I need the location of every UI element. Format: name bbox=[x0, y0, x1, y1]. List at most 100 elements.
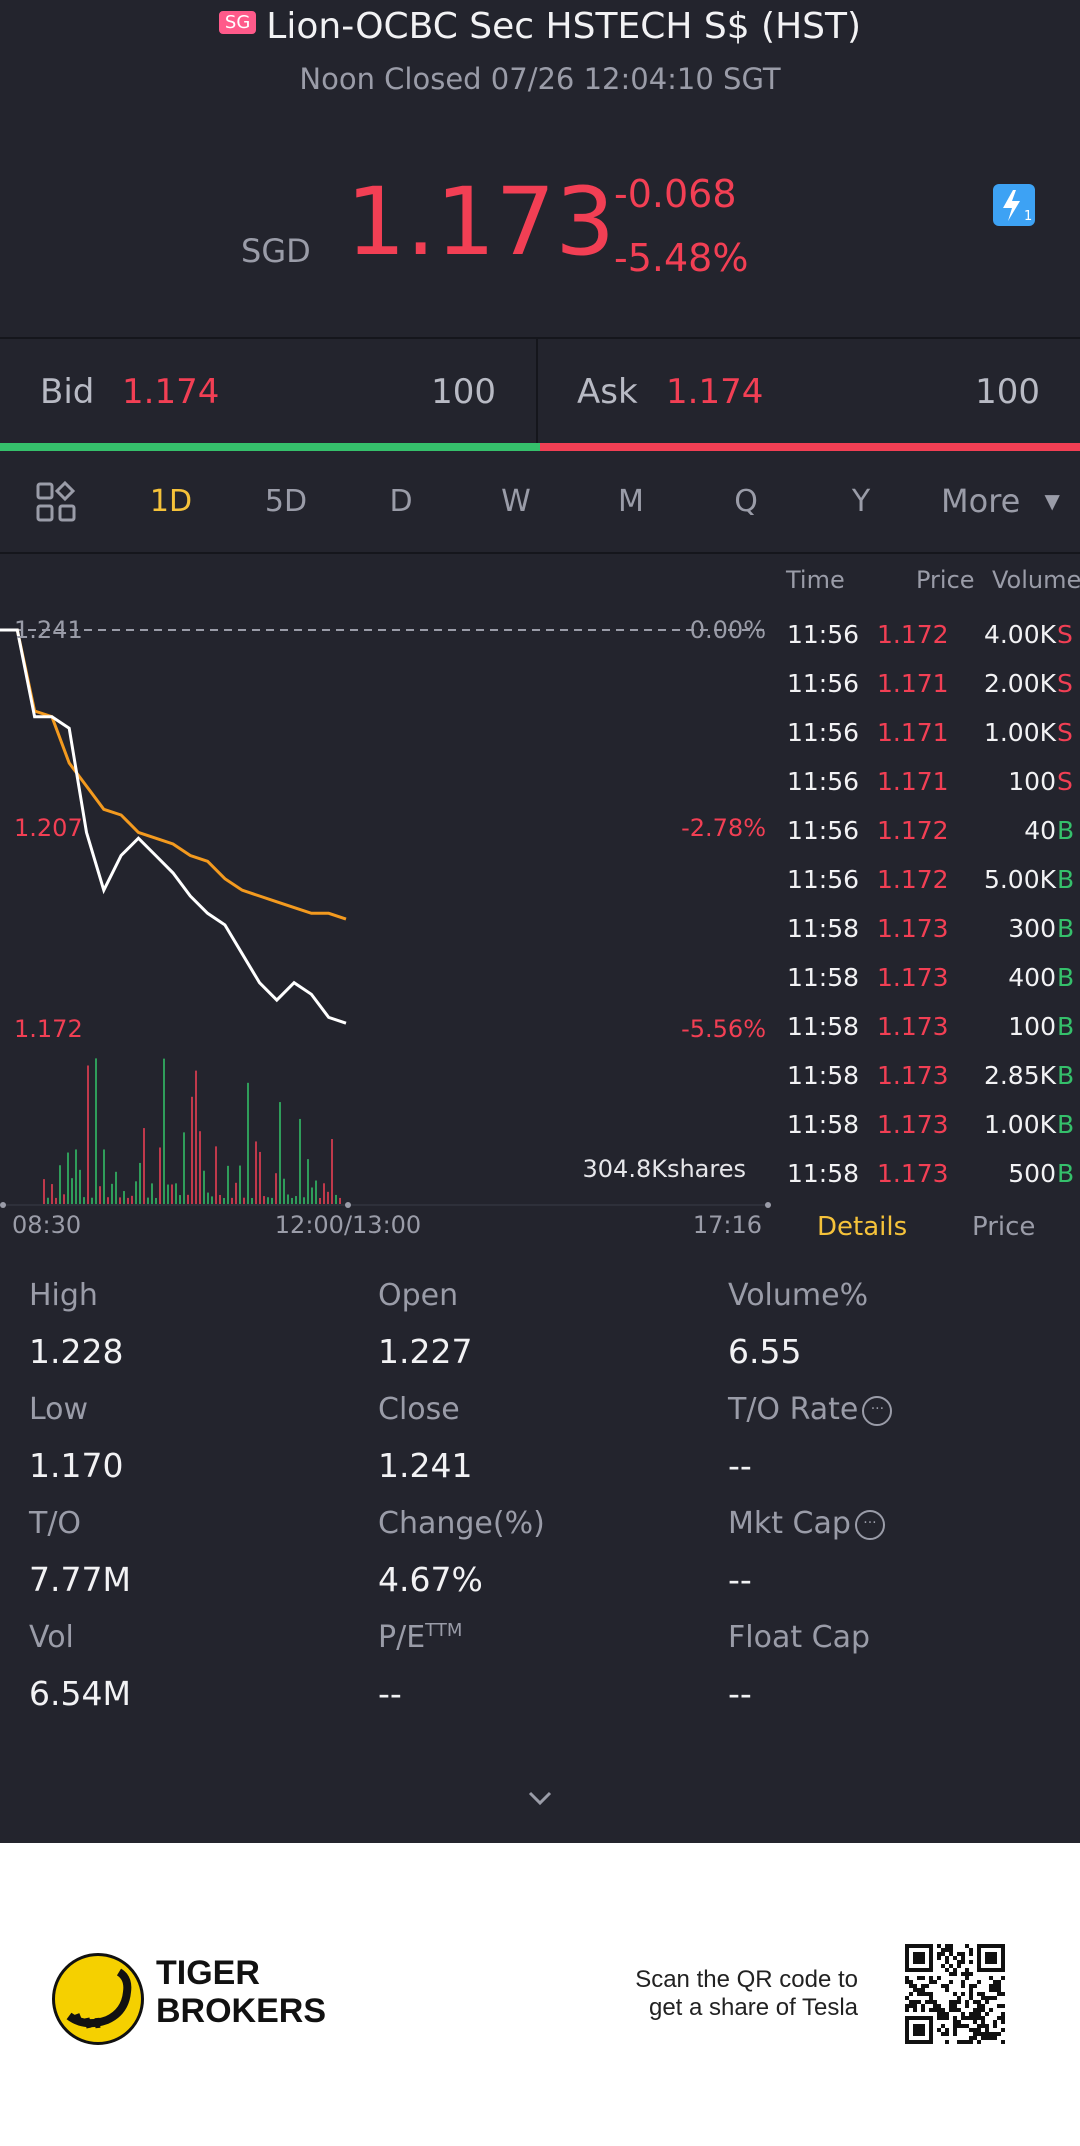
tab-w[interactable]: W bbox=[501, 484, 531, 519]
ts-time: 11:58 bbox=[787, 914, 860, 943]
y-label-low: 1.172 bbox=[14, 1015, 83, 1043]
ts-price: 1.173 bbox=[877, 1061, 949, 1090]
ts-time: 11:56 bbox=[787, 816, 860, 845]
ts-price: 1.173 bbox=[877, 963, 949, 992]
stat-value: -- bbox=[728, 1560, 752, 1599]
tiger-logo bbox=[52, 1953, 144, 2045]
tab-1d[interactable]: 1D bbox=[149, 484, 193, 519]
y-pct-high: 0.00% bbox=[690, 616, 766, 644]
x-label-close: 17:16 bbox=[693, 1211, 762, 1236]
price-change-percent: -5.48% bbox=[614, 236, 749, 280]
stat-value: -- bbox=[728, 1674, 752, 1713]
stat-label-text: Open bbox=[378, 1278, 459, 1313]
pe-superscript: TTM bbox=[425, 1620, 463, 1641]
ts-time: 11:58 bbox=[787, 1159, 860, 1188]
ts-side: B bbox=[1057, 865, 1075, 894]
stat-value: 6.55 bbox=[728, 1332, 802, 1371]
ts-header-time: Time bbox=[786, 566, 845, 594]
x-label-open: 08:30 bbox=[12, 1211, 81, 1236]
divider bbox=[0, 337, 1080, 339]
stat-label-text: P/E bbox=[378, 1620, 426, 1655]
qr-caption: Scan the QR code to get a share of Tesla bbox=[600, 1966, 858, 2022]
ts-time: 11:56 bbox=[787, 669, 860, 698]
stat-label: Close bbox=[378, 1392, 460, 1427]
ts-price: 1.172 bbox=[877, 865, 949, 894]
ts-price: 1.171 bbox=[877, 767, 949, 796]
volume-label: 304.8Kshares bbox=[583, 1155, 746, 1183]
stat-value: 1.241 bbox=[378, 1446, 473, 1485]
ts-time: 11:58 bbox=[787, 963, 860, 992]
info-icon[interactable]: ··· bbox=[862, 1395, 893, 1426]
ts-price: 1.173 bbox=[877, 1159, 949, 1188]
ts-side: B bbox=[1057, 963, 1075, 992]
page-title: SG Lion-OCBC Sec HSTECH S$ (HST) bbox=[0, 6, 1080, 47]
market-badge: SG bbox=[218, 10, 257, 34]
ts-volume: 1.00K bbox=[983, 1110, 1056, 1139]
stat-label-text: Volume% bbox=[728, 1278, 869, 1313]
tab-details[interactable]: Details bbox=[817, 1212, 908, 1242]
tab-m[interactable]: M bbox=[618, 484, 644, 519]
ts-price: 1.173 bbox=[877, 1012, 949, 1041]
stat-value: 4.67% bbox=[378, 1560, 483, 1599]
ts-side: B bbox=[1057, 1159, 1075, 1188]
ts-volume: 300 bbox=[1008, 914, 1056, 943]
intraday-chart[interactable]: 1.241 1.207 1.172 0.00% -2.78% -5.56% 30… bbox=[0, 556, 772, 1236]
ts-side: B bbox=[1057, 1110, 1075, 1139]
more-label: More bbox=[941, 482, 1021, 520]
ts-header-volume: Volume bbox=[992, 566, 1080, 594]
tab-y[interactable]: Y bbox=[851, 484, 871, 519]
ts-price: 1.172 bbox=[877, 816, 949, 845]
bid-label: Bid bbox=[40, 372, 95, 412]
y-pct-low: -5.56% bbox=[681, 1015, 766, 1043]
ts-volume: 2.85K bbox=[983, 1061, 1056, 1090]
ts-time: 11:56 bbox=[787, 865, 860, 894]
stat-label: Open bbox=[378, 1278, 458, 1313]
stat-label: High bbox=[29, 1278, 98, 1313]
price-line bbox=[0, 628, 347, 1025]
ts-time: 11:58 bbox=[787, 1012, 860, 1041]
stat-label: T/O Rate ··· bbox=[728, 1392, 893, 1427]
stat-label: Vol bbox=[29, 1620, 74, 1655]
app-background bbox=[0, 0, 1080, 1843]
stat-label-text: Float Cap bbox=[728, 1620, 871, 1655]
stat-label-text: T/O Rate bbox=[728, 1392, 859, 1427]
last-price: 1.173 bbox=[346, 168, 616, 277]
stat-label: P/ETTM bbox=[378, 1620, 462, 1655]
y-label-high: 1.241 bbox=[14, 616, 83, 644]
bid-price: 1.174 bbox=[122, 372, 220, 412]
divider bbox=[536, 338, 538, 444]
tab-price-ladder[interactable]: Price bbox=[972, 1212, 1036, 1242]
stat-label: Volume% bbox=[728, 1278, 868, 1313]
ts-volume: 500 bbox=[1008, 1159, 1056, 1188]
ts-volume: 100 bbox=[1008, 1012, 1056, 1041]
ask-label: Ask bbox=[577, 372, 638, 412]
stat-value: 1.228 bbox=[29, 1332, 124, 1371]
stat-value: 1.170 bbox=[29, 1446, 124, 1485]
brand-line-1: TIGER bbox=[156, 1954, 260, 1992]
ts-side: B bbox=[1057, 816, 1075, 845]
stat-value: -- bbox=[728, 1446, 752, 1485]
stat-label-text: High bbox=[29, 1278, 98, 1313]
ts-side: S bbox=[1057, 718, 1073, 747]
info-icon[interactable]: ··· bbox=[854, 1509, 885, 1540]
tab-5d[interactable]: 5D bbox=[264, 484, 308, 519]
ts-time: 11:56 bbox=[787, 767, 860, 796]
ts-price: 1.173 bbox=[877, 1110, 949, 1139]
bid-size: 100 bbox=[431, 372, 496, 412]
ts-side: S bbox=[1057, 620, 1073, 649]
qr-code bbox=[905, 1944, 1005, 2044]
ts-price: 1.171 bbox=[877, 669, 949, 698]
bid-ratio-bar bbox=[0, 443, 540, 451]
stat-label: Mkt Cap ··· bbox=[728, 1506, 885, 1541]
stat-label: T/O bbox=[29, 1506, 81, 1541]
stat-label: Float Cap bbox=[728, 1620, 870, 1655]
tab-d[interactable]: D bbox=[389, 484, 413, 519]
lightning-icon[interactable]: 1 bbox=[993, 184, 1035, 226]
more-dropdown[interactable]: More ▼ bbox=[941, 482, 1060, 520]
grid-icon[interactable] bbox=[34, 480, 78, 524]
stat-label-text: Vol bbox=[29, 1620, 74, 1655]
market-status: Noon Closed 07/26 12:04:10 SGT bbox=[299, 62, 781, 96]
chevron-down-icon[interactable] bbox=[522, 1780, 558, 1816]
tab-q[interactable]: Q bbox=[734, 484, 758, 519]
stat-value: 1.227 bbox=[378, 1332, 473, 1371]
